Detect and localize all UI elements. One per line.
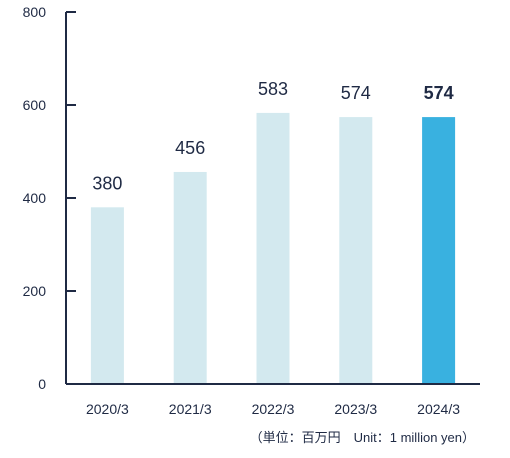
- y-axis: 0 200 400 600 800: [23, 4, 76, 392]
- bar-value-label: 380: [92, 173, 122, 193]
- bar-value-label: 574: [341, 83, 371, 103]
- y-tick-label: 600: [23, 97, 47, 113]
- bar-2020-3: [90, 207, 124, 384]
- bars-group: 380 456 583 574 574: [90, 79, 456, 384]
- x-tick-label: 2022/3: [252, 401, 295, 417]
- bar-2024-3: [422, 117, 456, 384]
- bar-value-label: 456: [175, 138, 205, 158]
- x-tick-label: 2024/3: [417, 401, 460, 417]
- unit-note: （単位：百万円 Unit：1 million yen）: [250, 430, 475, 445]
- x-tick-label: 2020/3: [86, 401, 129, 417]
- y-tick-label: 800: [23, 4, 47, 20]
- bar-2023-3: [339, 117, 373, 384]
- y-tick-label: 400: [23, 190, 47, 206]
- y-tick-label: 0: [38, 376, 46, 392]
- x-tick-label: 2021/3: [169, 401, 212, 417]
- y-tick-label: 200: [23, 283, 47, 299]
- bar-value-label: 583: [258, 79, 288, 99]
- bar-value-label: 574: [424, 83, 454, 103]
- bar-2022-3: [256, 112, 290, 384]
- bar-2021-3: [173, 171, 207, 384]
- x-tick-label: 2023/3: [334, 401, 377, 417]
- x-axis: 2020/3 2021/3 2022/3 2023/3 2024/3: [66, 383, 480, 417]
